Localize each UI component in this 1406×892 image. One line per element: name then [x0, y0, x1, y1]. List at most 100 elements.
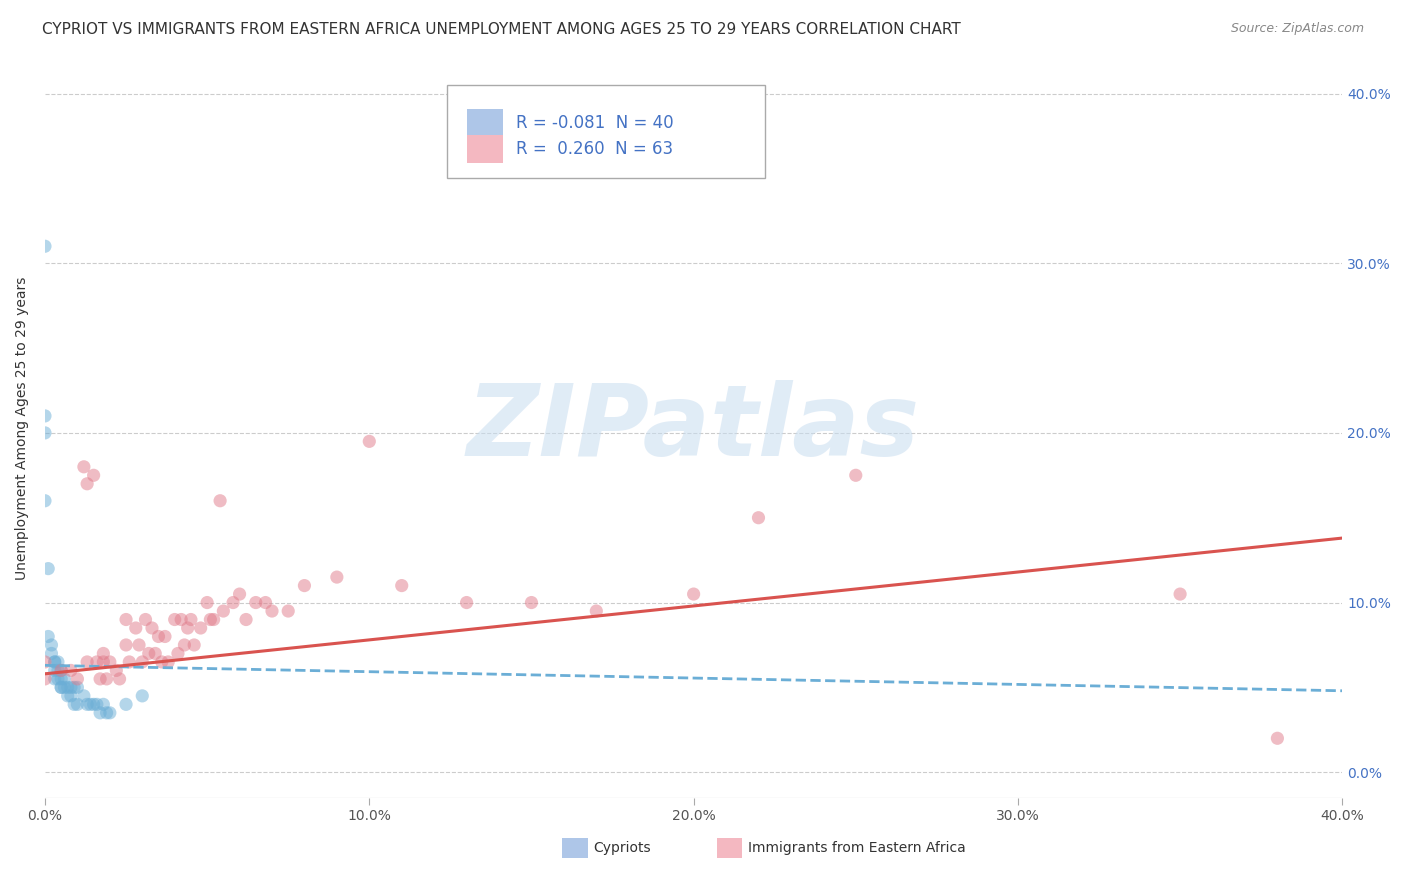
- Point: [46, 664, 69, 678]
- Point: [51, 672, 73, 686]
- Point: [34, 493, 56, 508]
- Point: [37, 561, 59, 575]
- Point: [34, 425, 56, 440]
- Point: [86, 655, 108, 669]
- Point: [93, 698, 115, 712]
- Point: [44, 664, 66, 678]
- Point: [173, 638, 195, 652]
- Point: [138, 647, 160, 661]
- Point: [53, 672, 76, 686]
- Point: [79, 698, 101, 712]
- Point: [195, 596, 218, 610]
- Point: [56, 689, 79, 703]
- Point: [212, 604, 235, 618]
- Point: [176, 621, 198, 635]
- Point: [115, 613, 138, 627]
- Point: [96, 672, 118, 686]
- Point: [1267, 731, 1289, 746]
- Point: [157, 655, 180, 669]
- Point: [143, 647, 166, 661]
- Point: [125, 621, 148, 635]
- Point: [51, 681, 73, 695]
- Point: [245, 596, 267, 610]
- Y-axis label: Unemployment Among Ages 25 to 29 years: Unemployment Among Ages 25 to 29 years: [15, 277, 30, 581]
- Point: [59, 681, 82, 695]
- Point: [63, 681, 86, 695]
- FancyBboxPatch shape: [467, 109, 503, 137]
- Point: [170, 613, 193, 627]
- Point: [682, 587, 704, 601]
- Point: [163, 613, 186, 627]
- Point: [585, 604, 607, 618]
- Point: [1168, 587, 1191, 601]
- Point: [105, 664, 128, 678]
- Point: [153, 630, 176, 644]
- Point: [73, 689, 96, 703]
- Point: [44, 672, 66, 686]
- Text: ZIPatlas: ZIPatlas: [467, 380, 920, 477]
- Point: [96, 706, 118, 720]
- Point: [520, 596, 543, 610]
- Point: [294, 578, 316, 592]
- Point: [326, 570, 349, 584]
- Point: [53, 681, 76, 695]
- Point: [66, 672, 89, 686]
- Point: [51, 681, 73, 695]
- Text: Cypriots: Cypriots: [593, 841, 651, 855]
- Point: [66, 681, 89, 695]
- FancyBboxPatch shape: [447, 86, 765, 178]
- Point: [76, 655, 98, 669]
- Point: [51, 664, 73, 678]
- Point: [359, 434, 381, 449]
- Point: [34, 672, 56, 686]
- Point: [89, 672, 111, 686]
- Point: [76, 698, 98, 712]
- Point: [76, 476, 98, 491]
- Point: [180, 613, 202, 627]
- Point: [34, 239, 56, 253]
- Point: [391, 578, 413, 592]
- Text: Source: ZipAtlas.com: Source: ZipAtlas.com: [1230, 22, 1364, 36]
- Point: [128, 638, 150, 652]
- Point: [131, 655, 153, 669]
- Text: CYPRIOT VS IMMIGRANTS FROM EASTERN AFRICA UNEMPLOYMENT AMONG AGES 25 TO 29 YEARS: CYPRIOT VS IMMIGRANTS FROM EASTERN AFRIC…: [42, 22, 960, 37]
- Point: [202, 613, 225, 627]
- Point: [51, 664, 73, 678]
- Point: [93, 647, 115, 661]
- Point: [235, 613, 257, 627]
- Point: [134, 613, 156, 627]
- Point: [73, 459, 96, 474]
- Point: [63, 698, 86, 712]
- Point: [93, 655, 115, 669]
- Point: [228, 587, 250, 601]
- Point: [59, 689, 82, 703]
- Point: [115, 638, 138, 652]
- Point: [222, 596, 245, 610]
- Point: [209, 493, 232, 508]
- Point: [254, 596, 277, 610]
- Point: [277, 604, 299, 618]
- Point: [41, 647, 63, 661]
- Point: [66, 698, 89, 712]
- Point: [141, 621, 163, 635]
- Point: [86, 698, 108, 712]
- Point: [108, 672, 131, 686]
- Point: [183, 638, 205, 652]
- Point: [56, 681, 79, 695]
- Point: [131, 689, 153, 703]
- Point: [44, 655, 66, 669]
- Point: [167, 647, 190, 661]
- Point: [83, 468, 105, 483]
- Point: [34, 655, 56, 669]
- Point: [115, 698, 138, 712]
- Point: [456, 596, 478, 610]
- Point: [98, 706, 121, 720]
- Point: [200, 613, 222, 627]
- Point: [59, 664, 82, 678]
- Point: [46, 672, 69, 686]
- Point: [37, 630, 59, 644]
- Point: [260, 604, 283, 618]
- Point: [150, 655, 173, 669]
- Point: [190, 621, 212, 635]
- Point: [747, 510, 769, 524]
